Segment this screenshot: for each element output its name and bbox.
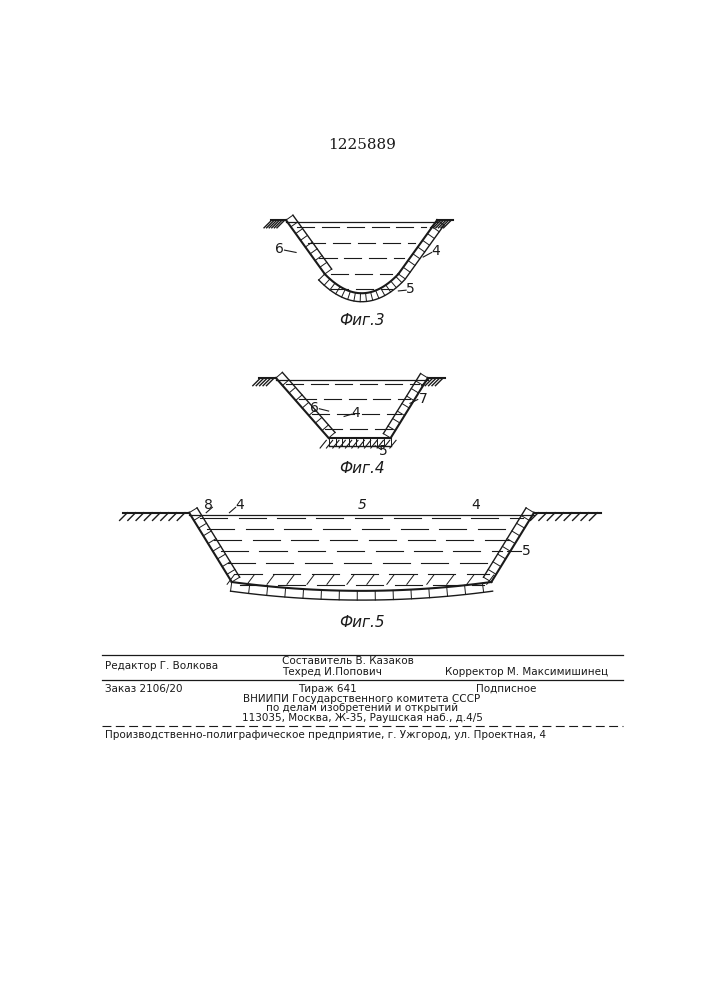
Text: 8: 8 — [204, 498, 213, 512]
Text: 5: 5 — [378, 444, 387, 458]
Text: Корректор М. Максимишинец: Корректор М. Максимишинец — [445, 667, 608, 677]
Text: 5: 5 — [522, 544, 531, 558]
Text: по делам изобретений и открытий: по делам изобретений и открытий — [266, 703, 458, 713]
Text: 4: 4 — [235, 498, 244, 512]
Text: 5: 5 — [406, 282, 414, 296]
Text: Редактор Г. Волкова: Редактор Г. Волкова — [105, 661, 218, 671]
Text: Подписное: Подписное — [476, 684, 536, 694]
Text: 7: 7 — [419, 392, 428, 406]
Text: Заказ 2106/20: Заказ 2106/20 — [105, 684, 183, 694]
Text: 6: 6 — [275, 242, 284, 256]
Text: 4: 4 — [472, 498, 480, 512]
Text: ВНИИПИ Государственного комитета СССР: ВНИИПИ Государственного комитета СССР — [243, 694, 481, 704]
Text: Техред И.Попович: Техред И.Попович — [282, 667, 382, 677]
Text: Фиг.3: Фиг.3 — [339, 313, 385, 328]
Text: 113035, Москва, Ж-35, Раушская наб., д.4/5: 113035, Москва, Ж-35, Раушская наб., д.4… — [242, 713, 482, 723]
Text: 6: 6 — [310, 401, 319, 415]
Text: Производственно-полиграфическое предприятие, г. Ужгород, ул. Проектная, 4: Производственно-полиграфическое предприя… — [105, 730, 547, 740]
Text: Тираж 641: Тираж 641 — [298, 684, 356, 694]
Text: 1225889: 1225889 — [328, 138, 396, 152]
Text: 4: 4 — [431, 244, 440, 258]
Text: 4: 4 — [351, 406, 360, 420]
Text: Фиг.4: Фиг.4 — [339, 461, 385, 476]
Text: Составитель В. Казаков: Составитель В. Казаков — [282, 656, 414, 666]
Text: Фиг.5: Фиг.5 — [339, 615, 385, 630]
Text: 5: 5 — [358, 498, 366, 512]
